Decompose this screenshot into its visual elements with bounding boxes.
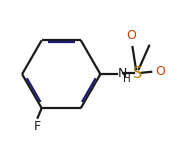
Text: H: H xyxy=(123,74,131,84)
Text: F: F xyxy=(34,120,41,133)
Text: N: N xyxy=(118,67,127,80)
Text: S: S xyxy=(133,66,142,81)
Text: O: O xyxy=(155,65,165,78)
Text: O: O xyxy=(126,29,136,42)
